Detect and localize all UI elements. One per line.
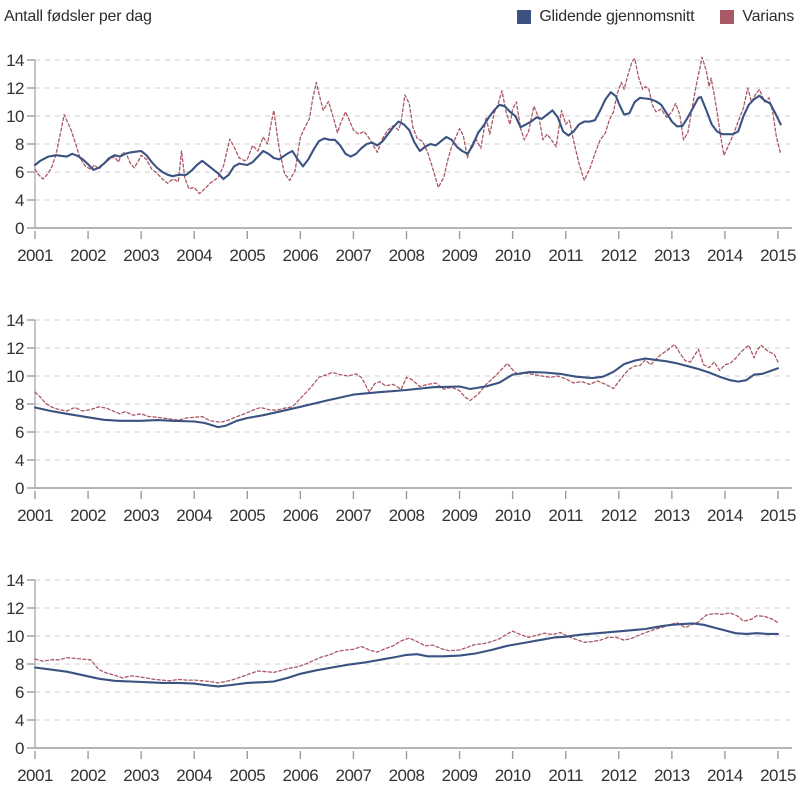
- x-tick-label-2010: 2010: [495, 246, 531, 265]
- x-tick-label-2005: 2005: [229, 766, 265, 785]
- y-tick-label-14: 14: [6, 51, 24, 70]
- x-tick-label-2013: 2013: [654, 766, 690, 785]
- x-tick-label-2012: 2012: [601, 766, 637, 785]
- chart-panel-middle: 14 12 10 8 6 4 0 2001 2002 2003 2004 2005 2006 2007 20…: [0, 290, 800, 550]
- y-tick-label-8: 8: [15, 395, 24, 414]
- x-tick-label-2008: 2008: [389, 246, 425, 265]
- x-tick-label-2014: 2014: [707, 246, 743, 265]
- series-line-moving-average: [33, 622, 780, 688]
- x-tick-label-2006: 2006: [282, 506, 318, 525]
- legend-swatch-variance: [720, 10, 735, 24]
- x-tick-label-2009: 2009: [442, 766, 478, 785]
- x-tick-label-2003: 2003: [123, 506, 159, 525]
- chart-svg-top: 14 12 10 8 6 4 0 2001 2002 2003 2004 2005 2006 2007 20…: [6, 51, 796, 265]
- y-tick-label-10: 10: [6, 627, 24, 646]
- y-tick-label-6: 6: [15, 163, 24, 182]
- x-tick-label-2002: 2002: [70, 246, 106, 265]
- legend-label-variance: Varians: [742, 8, 794, 25]
- y-tick-label-10: 10: [6, 107, 24, 126]
- legend-swatch-moving-average: [517, 10, 532, 24]
- y-tick-label-12: 12: [6, 339, 24, 358]
- y-tick-label-4: 4: [15, 451, 24, 470]
- y-tick-label-0: 0: [15, 479, 24, 498]
- x-tick-label-2003: 2003: [123, 246, 159, 265]
- y-tick-label-6: 6: [15, 423, 24, 442]
- x-tick-label-2014: 2014: [707, 766, 743, 785]
- x-tick-label-2004: 2004: [176, 766, 212, 785]
- x-tick-label-2009: 2009: [442, 506, 478, 525]
- x-tick-label-2014: 2014: [707, 506, 743, 525]
- x-tick-label-2010: 2010: [495, 506, 531, 525]
- series-line-variance: [34, 612, 779, 684]
- x-tick-label-2001: 2001: [17, 766, 53, 785]
- x-tick-label-2015: 2015: [760, 506, 796, 525]
- x-tick-label-2003: 2003: [123, 766, 159, 785]
- y-tick-label-4: 4: [15, 191, 24, 210]
- y-tick-label-6: 6: [15, 683, 24, 702]
- chart-panel-top: 14 12 10 8 6 4 0 2001 2002 2003 2004 2005 2006 2007 20…: [0, 30, 800, 290]
- x-tick-label-2011: 2011: [548, 246, 583, 265]
- y-tick-label-10: 10: [6, 367, 24, 386]
- legend-item-variance: Varians: [720, 8, 794, 26]
- legend: Glidende gjennomsnitt Varians: [517, 8, 794, 26]
- y-tick-label-8: 8: [15, 655, 24, 674]
- series-line-variance: [34, 56, 782, 195]
- x-tick-label-2005: 2005: [229, 246, 265, 265]
- x-tick-label-2002: 2002: [70, 766, 106, 785]
- chart-svg-middle: 14 12 10 8 6 4 0 2001 2002 2003 2004 2005 2006 2007 20…: [6, 311, 796, 525]
- page-title: Antall fødsler per dag: [4, 8, 152, 25]
- legend-label-moving-average: Glidende gjennomsnitt: [539, 8, 695, 25]
- x-tick-label-2007: 2007: [336, 246, 372, 265]
- x-tick-label-2009: 2009: [442, 246, 478, 265]
- x-tick-label-2005: 2005: [229, 506, 265, 525]
- y-tick-label-8: 8: [15, 135, 24, 154]
- series-line-variance: [34, 343, 779, 423]
- y-tick-label-14: 14: [6, 311, 24, 330]
- x-tick-label-2013: 2013: [654, 246, 690, 265]
- x-tick-label-2015: 2015: [760, 766, 796, 785]
- x-tick-label-2007: 2007: [336, 766, 372, 785]
- x-tick-label-2015: 2015: [760, 246, 796, 265]
- x-tick-label-2008: 2008: [389, 766, 425, 785]
- x-tick-label-2001: 2001: [17, 246, 53, 265]
- y-tick-label-0: 0: [15, 219, 24, 238]
- series-line-moving-average: [33, 91, 782, 181]
- chart-header: Antall fødsler per dag Glidende gjennoms…: [0, 0, 800, 30]
- y-tick-label-12: 12: [6, 79, 24, 98]
- x-tick-label-2012: 2012: [601, 246, 637, 265]
- y-tick-label-14: 14: [6, 571, 24, 590]
- chart-svg-bottom: 14 12 10 8 6 4 0 2001 2002 2003 2004 2005 2006 2007 20…: [6, 571, 796, 785]
- y-tick-label-0: 0: [15, 739, 24, 758]
- x-tick-label-2011: 2011: [548, 766, 583, 785]
- x-tick-label-2006: 2006: [282, 766, 318, 785]
- series-line-moving-average: [33, 357, 780, 429]
- x-tick-label-2004: 2004: [176, 246, 212, 265]
- y-tick-label-4: 4: [15, 711, 24, 730]
- x-tick-label-2002: 2002: [70, 506, 106, 525]
- x-tick-label-2004: 2004: [176, 506, 212, 525]
- legend-item-moving-average: Glidende gjennomsnitt: [517, 8, 695, 26]
- x-tick-label-2001: 2001: [17, 506, 53, 525]
- x-tick-label-2007: 2007: [336, 506, 372, 525]
- x-tick-label-2006: 2006: [282, 246, 318, 265]
- x-tick-label-2010: 2010: [495, 766, 531, 785]
- x-tick-label-2013: 2013: [654, 506, 690, 525]
- x-tick-label-2012: 2012: [601, 506, 637, 525]
- x-tick-label-2011: 2011: [548, 506, 583, 525]
- y-tick-label-12: 12: [6, 599, 24, 618]
- chart-panel-bottom: 14 12 10 8 6 4 0 2001 2002 2003 2004 2005 2006 2007 20…: [0, 550, 800, 800]
- x-tick-label-2008: 2008: [389, 506, 425, 525]
